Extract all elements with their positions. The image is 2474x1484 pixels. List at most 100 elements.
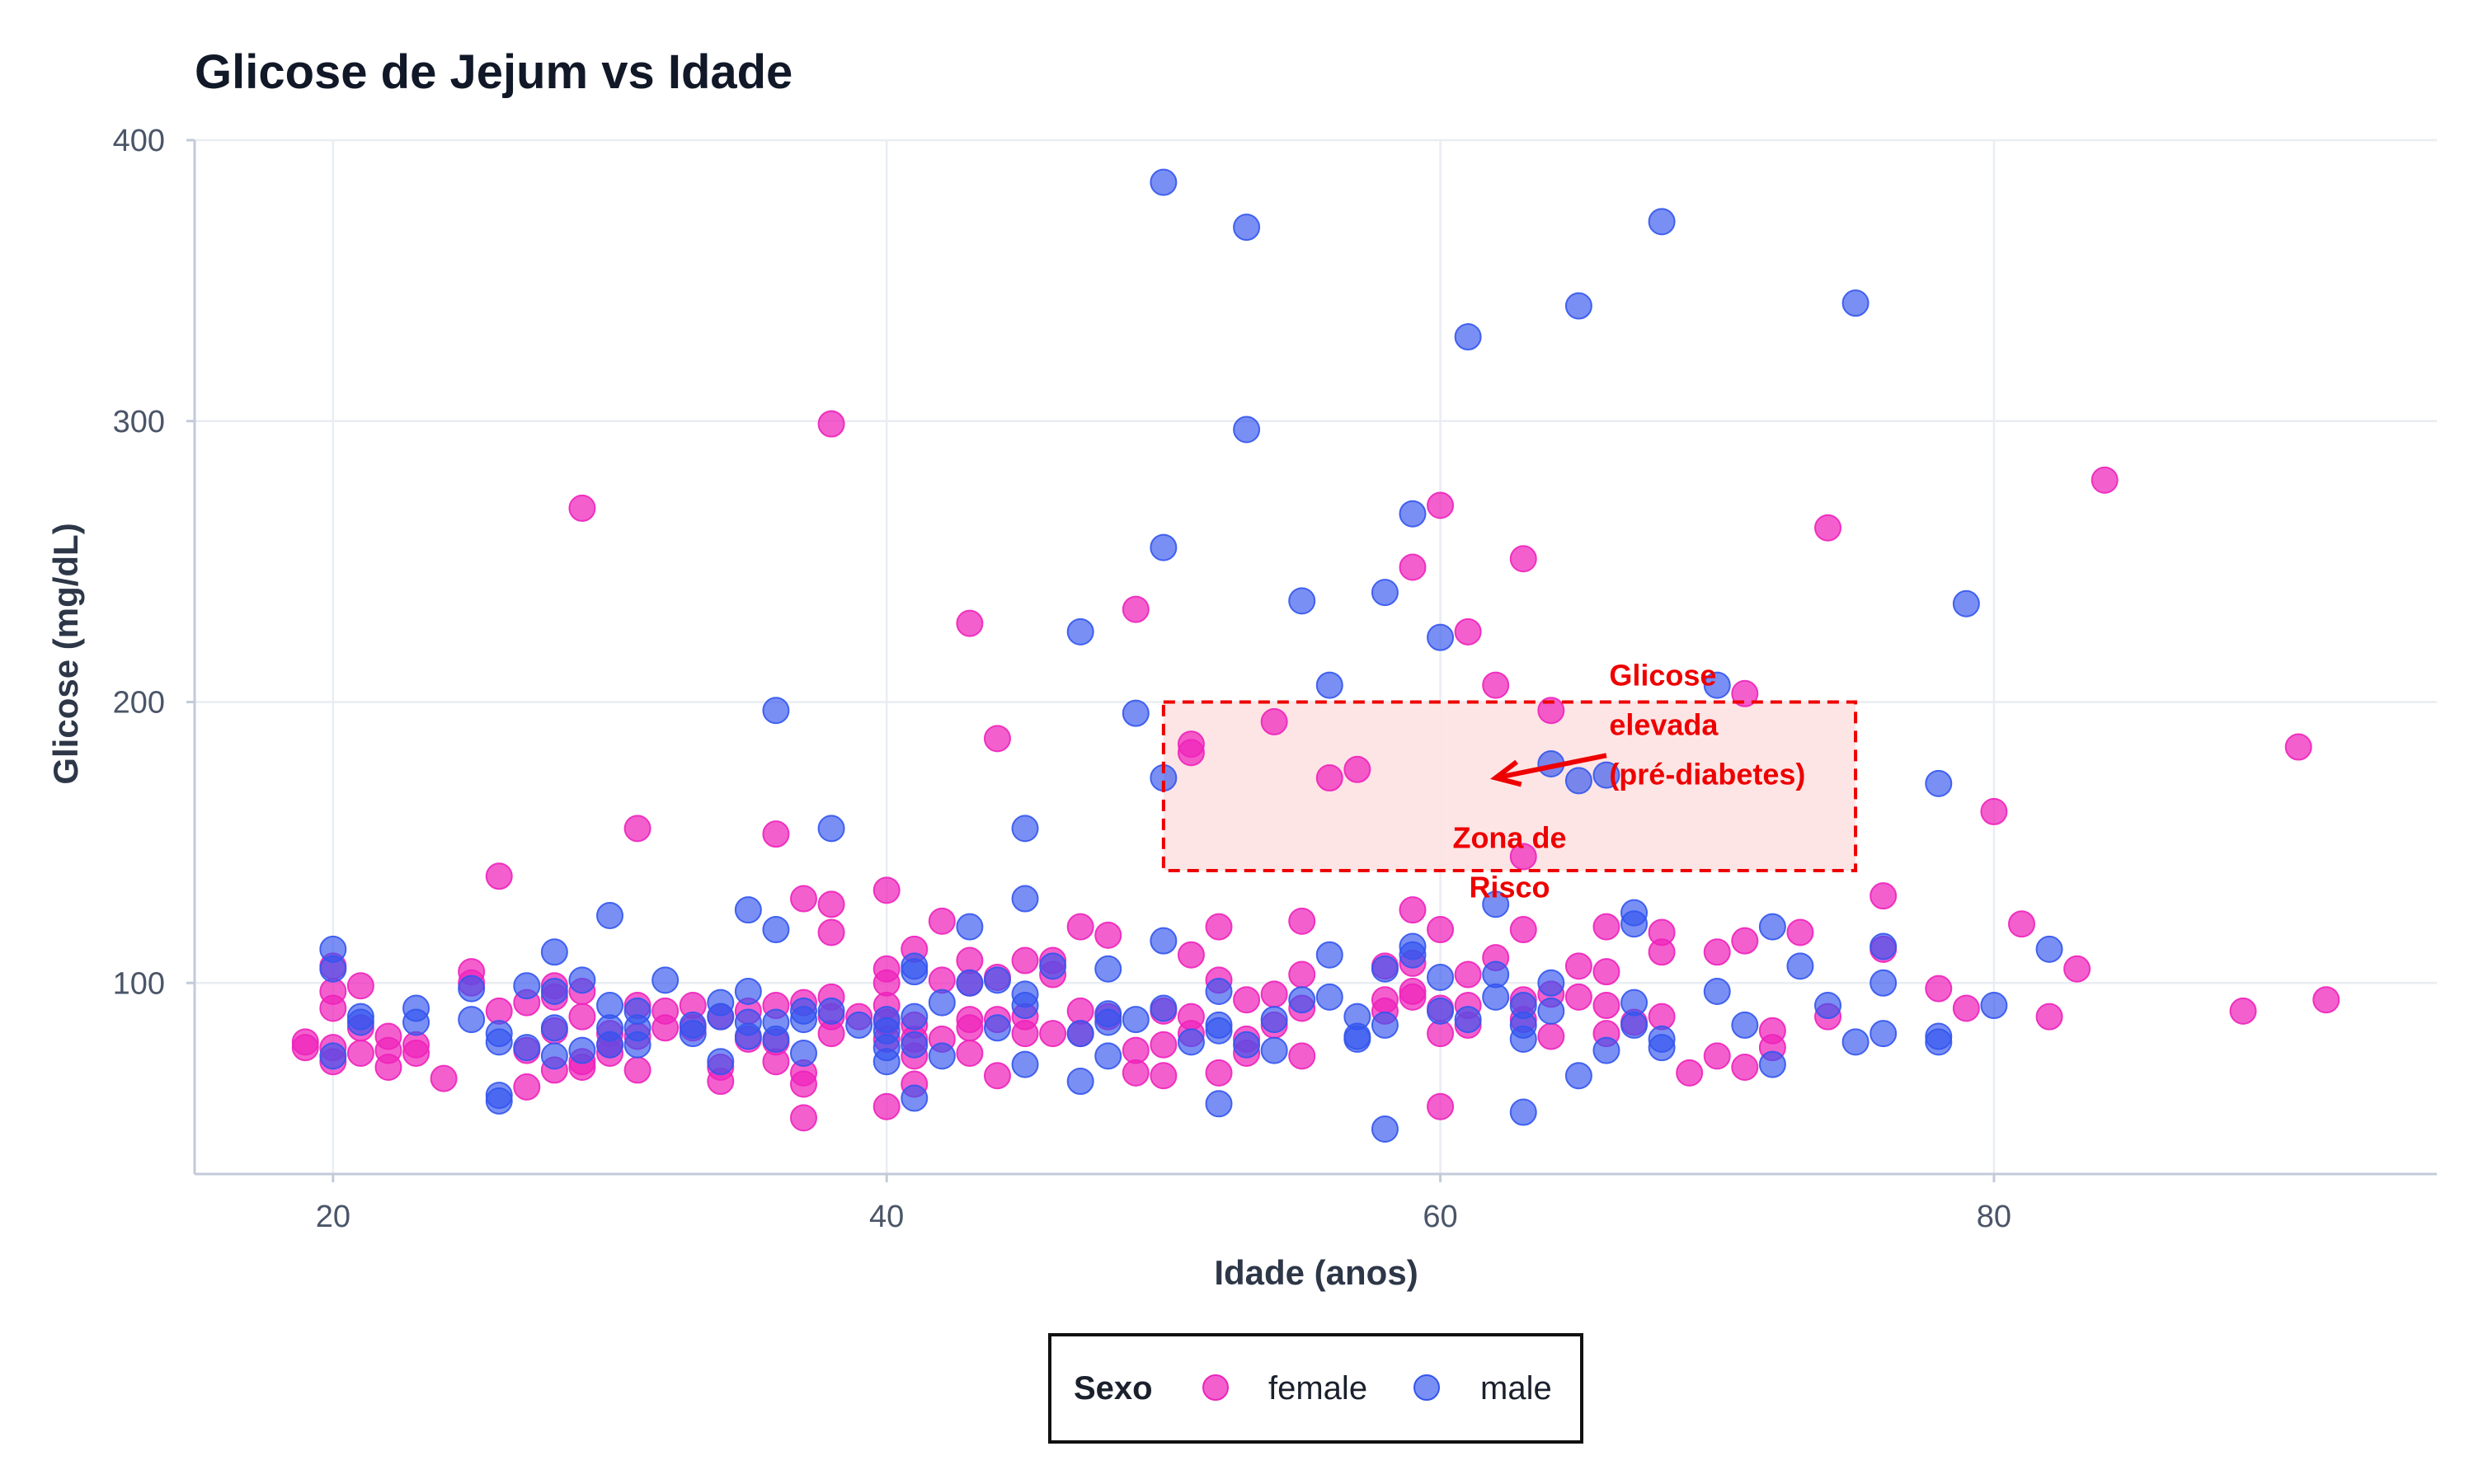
male-point: [679, 1020, 707, 1048]
male-point: [817, 997, 845, 1025]
annotation-arrow-line: [1495, 753, 1607, 781]
male-point: [513, 1034, 541, 1062]
male-point: [1482, 983, 1510, 1011]
female-point: [1537, 1022, 1565, 1050]
y-tick-label: 200: [113, 686, 165, 721]
female-point: [1454, 960, 1482, 989]
female-point: [817, 918, 845, 946]
female-point: [346, 972, 374, 1000]
male-point: [513, 972, 541, 1000]
female-point: [1731, 927, 1759, 955]
female-point: [485, 862, 513, 890]
legend-box: [1048, 1333, 1583, 1444]
annotation-label: (pré-diabetes): [1609, 758, 1805, 791]
female-point: [1011, 946, 1039, 974]
male-point: [1703, 671, 1731, 699]
female-point: [2035, 1003, 2063, 1031]
male-point: [956, 913, 984, 941]
male-point: [1260, 1036, 1288, 1064]
male-point: [1925, 769, 1953, 797]
male-point: [568, 1036, 596, 1064]
annotation-label: elevada: [1609, 708, 1719, 742]
female-point: [1454, 618, 1482, 646]
female-point: [651, 1014, 680, 1042]
points-layer: [291, 168, 2340, 1143]
male-point: [1952, 589, 1980, 618]
male-point: [2035, 935, 2063, 963]
x-axis-title: Idade (anos): [1214, 1253, 1418, 1292]
male-point: [540, 938, 568, 966]
risk-zone-label: Risco: [1469, 871, 1550, 904]
legend-label-male: male: [1480, 1370, 1552, 1407]
female-point: [1786, 918, 1814, 946]
male-point: [789, 1039, 817, 1067]
male-point: [901, 1003, 929, 1031]
female-point: [2229, 997, 2257, 1025]
y-axis-title: Glicose (mg/dL): [46, 523, 85, 784]
female-point: [1150, 1062, 1178, 1090]
female-point: [1482, 671, 1510, 699]
male-point: [1371, 1115, 1399, 1143]
female-point: [1427, 1092, 1455, 1120]
male-point: [402, 1008, 430, 1036]
female-point: [1399, 983, 1427, 1011]
male-point: [1564, 767, 1592, 795]
legend-title: Sexo: [1074, 1370, 1153, 1407]
female-point: [1703, 1042, 1731, 1070]
male-point: [1731, 1011, 1759, 1039]
male-point: [1758, 1050, 1786, 1078]
male-point: [319, 955, 347, 983]
male-point: [1150, 994, 1178, 1022]
y-tick-label: 300: [113, 405, 165, 439]
female-point: [1537, 697, 1565, 725]
male-point: [1814, 992, 1842, 1020]
male-point: [789, 1006, 817, 1034]
female-point: [1399, 896, 1427, 924]
male-point: [762, 1025, 790, 1053]
female-point: [789, 1104, 817, 1132]
female-point: [1343, 755, 1371, 783]
male-point: [1122, 699, 1150, 727]
female-point: [956, 609, 984, 637]
female-point: [872, 876, 901, 904]
male-point: [1703, 978, 1731, 1006]
female-point: [1814, 514, 1842, 542]
female-point: [817, 890, 845, 918]
female-point: [374, 1054, 402, 1082]
male-point: [458, 974, 486, 1003]
female-point: [817, 410, 845, 438]
male-point: [1564, 1062, 1592, 1090]
male-point: [1371, 1011, 1399, 1039]
female-point: [1980, 797, 2008, 825]
male-point: [1454, 1006, 1482, 1034]
female-point: [1564, 983, 1592, 1011]
male-point: [901, 958, 929, 986]
female-point: [1509, 545, 1537, 573]
male-point: [1315, 671, 1343, 699]
male-point: [1399, 500, 1427, 528]
female-point: [983, 1062, 1011, 1090]
male-point: [1011, 885, 1039, 913]
male-point: [596, 1031, 624, 1059]
male-point: [1011, 815, 1039, 843]
female-point: [1205, 913, 1233, 941]
female-point: [1094, 921, 1122, 949]
female-point: [2063, 955, 2091, 983]
annotation-arrow-head: [1489, 759, 1522, 787]
male-point: [458, 1006, 486, 1034]
male-point: [734, 1022, 762, 1050]
male-point: [762, 916, 790, 944]
risk-zone-label: Zona de: [1452, 821, 1566, 855]
female-point: [1150, 1031, 1178, 1059]
x-tick-label: 80: [1977, 1200, 2011, 1234]
female-point: [1288, 907, 1316, 935]
female-point: [2007, 910, 2035, 938]
male-point: [928, 1042, 956, 1070]
male-point: [319, 1042, 347, 1070]
male-point: [1371, 579, 1399, 607]
male-point: [1841, 289, 1870, 317]
male-point: [1786, 952, 1814, 980]
legend-label-female: female: [1268, 1370, 1367, 1407]
male-point: [1094, 1042, 1122, 1070]
